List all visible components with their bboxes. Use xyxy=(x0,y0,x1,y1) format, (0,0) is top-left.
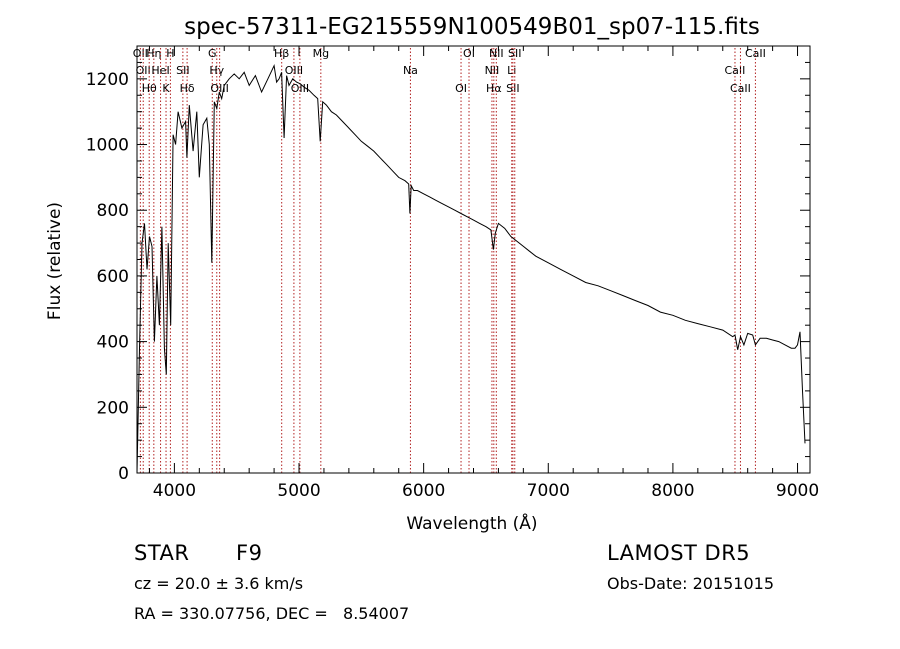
line-marker-label: Mg xyxy=(313,47,329,60)
line-marker-label: Hγ xyxy=(209,64,224,77)
line-marker-label: H xyxy=(166,47,174,60)
line-marker-label: HeI xyxy=(151,64,169,77)
line-marker-label: CaII xyxy=(725,64,746,77)
x-tick-label: 5000 xyxy=(277,481,320,501)
line-marker-label: SII xyxy=(508,47,521,60)
line-marker-label: CaII xyxy=(745,47,766,60)
line-marker-label: Li xyxy=(507,64,516,77)
y-tick-label: 0 xyxy=(118,464,129,484)
y-tick-label: 1200 xyxy=(86,70,129,90)
spectrum-series-line xyxy=(136,64,806,474)
x-tick-label: 4000 xyxy=(153,481,196,501)
line-marker-label: NII xyxy=(489,47,504,60)
line-marker-label: Na xyxy=(403,64,418,77)
line-marker-label: Hα xyxy=(486,82,502,95)
obs-date: Obs-Date: 20151015 xyxy=(607,574,775,593)
object-class: STAR xyxy=(134,541,190,565)
line-marker-label: Hβ xyxy=(274,47,289,60)
y-tick-label: 400 xyxy=(97,333,129,353)
line-marker-label: OI xyxy=(463,47,475,60)
line-marker-label: OII xyxy=(136,64,151,77)
line-marker-label: G xyxy=(208,47,217,60)
line-marker-label: Hη xyxy=(146,47,161,60)
x-tick-label: 6000 xyxy=(402,481,445,501)
x-tick-label: 7000 xyxy=(527,481,570,501)
y-axis-label: Flux (relative) xyxy=(45,202,65,320)
plot-frame xyxy=(136,45,811,474)
object-subclass: F9 xyxy=(236,541,263,565)
x-tick-label: 9000 xyxy=(776,481,819,501)
line-marker-label: OI xyxy=(455,82,467,95)
line-marker-label: OIII xyxy=(285,64,303,77)
y-tick-label: 800 xyxy=(97,201,129,221)
y-tick-label: 200 xyxy=(97,398,129,418)
redshift-cz: cz = 20.0 ± 3.6 km/s xyxy=(134,574,304,593)
y-tick-label: 600 xyxy=(97,267,129,287)
x-axis-label: Wavelength (Å) xyxy=(406,512,537,534)
line-marker-label: K xyxy=(162,82,170,95)
ra-dec: RA = 330.07756, DEC = 8.54007 xyxy=(134,604,410,623)
line-marker-label: SII xyxy=(506,82,519,95)
y-tick-label: 1000 xyxy=(86,136,129,156)
axis-ticks: 4000 5000 6000 7000 8000 9000 0 200 400 600 800 100… xyxy=(86,46,819,501)
survey-name: LAMOST DR5 xyxy=(607,541,751,565)
line-marker-label: SII xyxy=(176,64,189,77)
line-marker-label: NII xyxy=(485,64,500,77)
line-marker-label: OIII xyxy=(291,82,309,95)
x-tick-label: 8000 xyxy=(651,481,694,501)
chart-title: spec-57311-EG215559N100549B01_sp07-115.f… xyxy=(184,14,760,40)
line-marker-label: Hδ xyxy=(180,82,195,95)
line-marker-label: Hθ xyxy=(142,82,157,95)
line-markers: OIIOIIHθHηHeIKHSIIHδGHγOIIIHβOIIIOIIIMgN… xyxy=(133,47,766,473)
line-marker-label: CaII xyxy=(730,82,751,95)
